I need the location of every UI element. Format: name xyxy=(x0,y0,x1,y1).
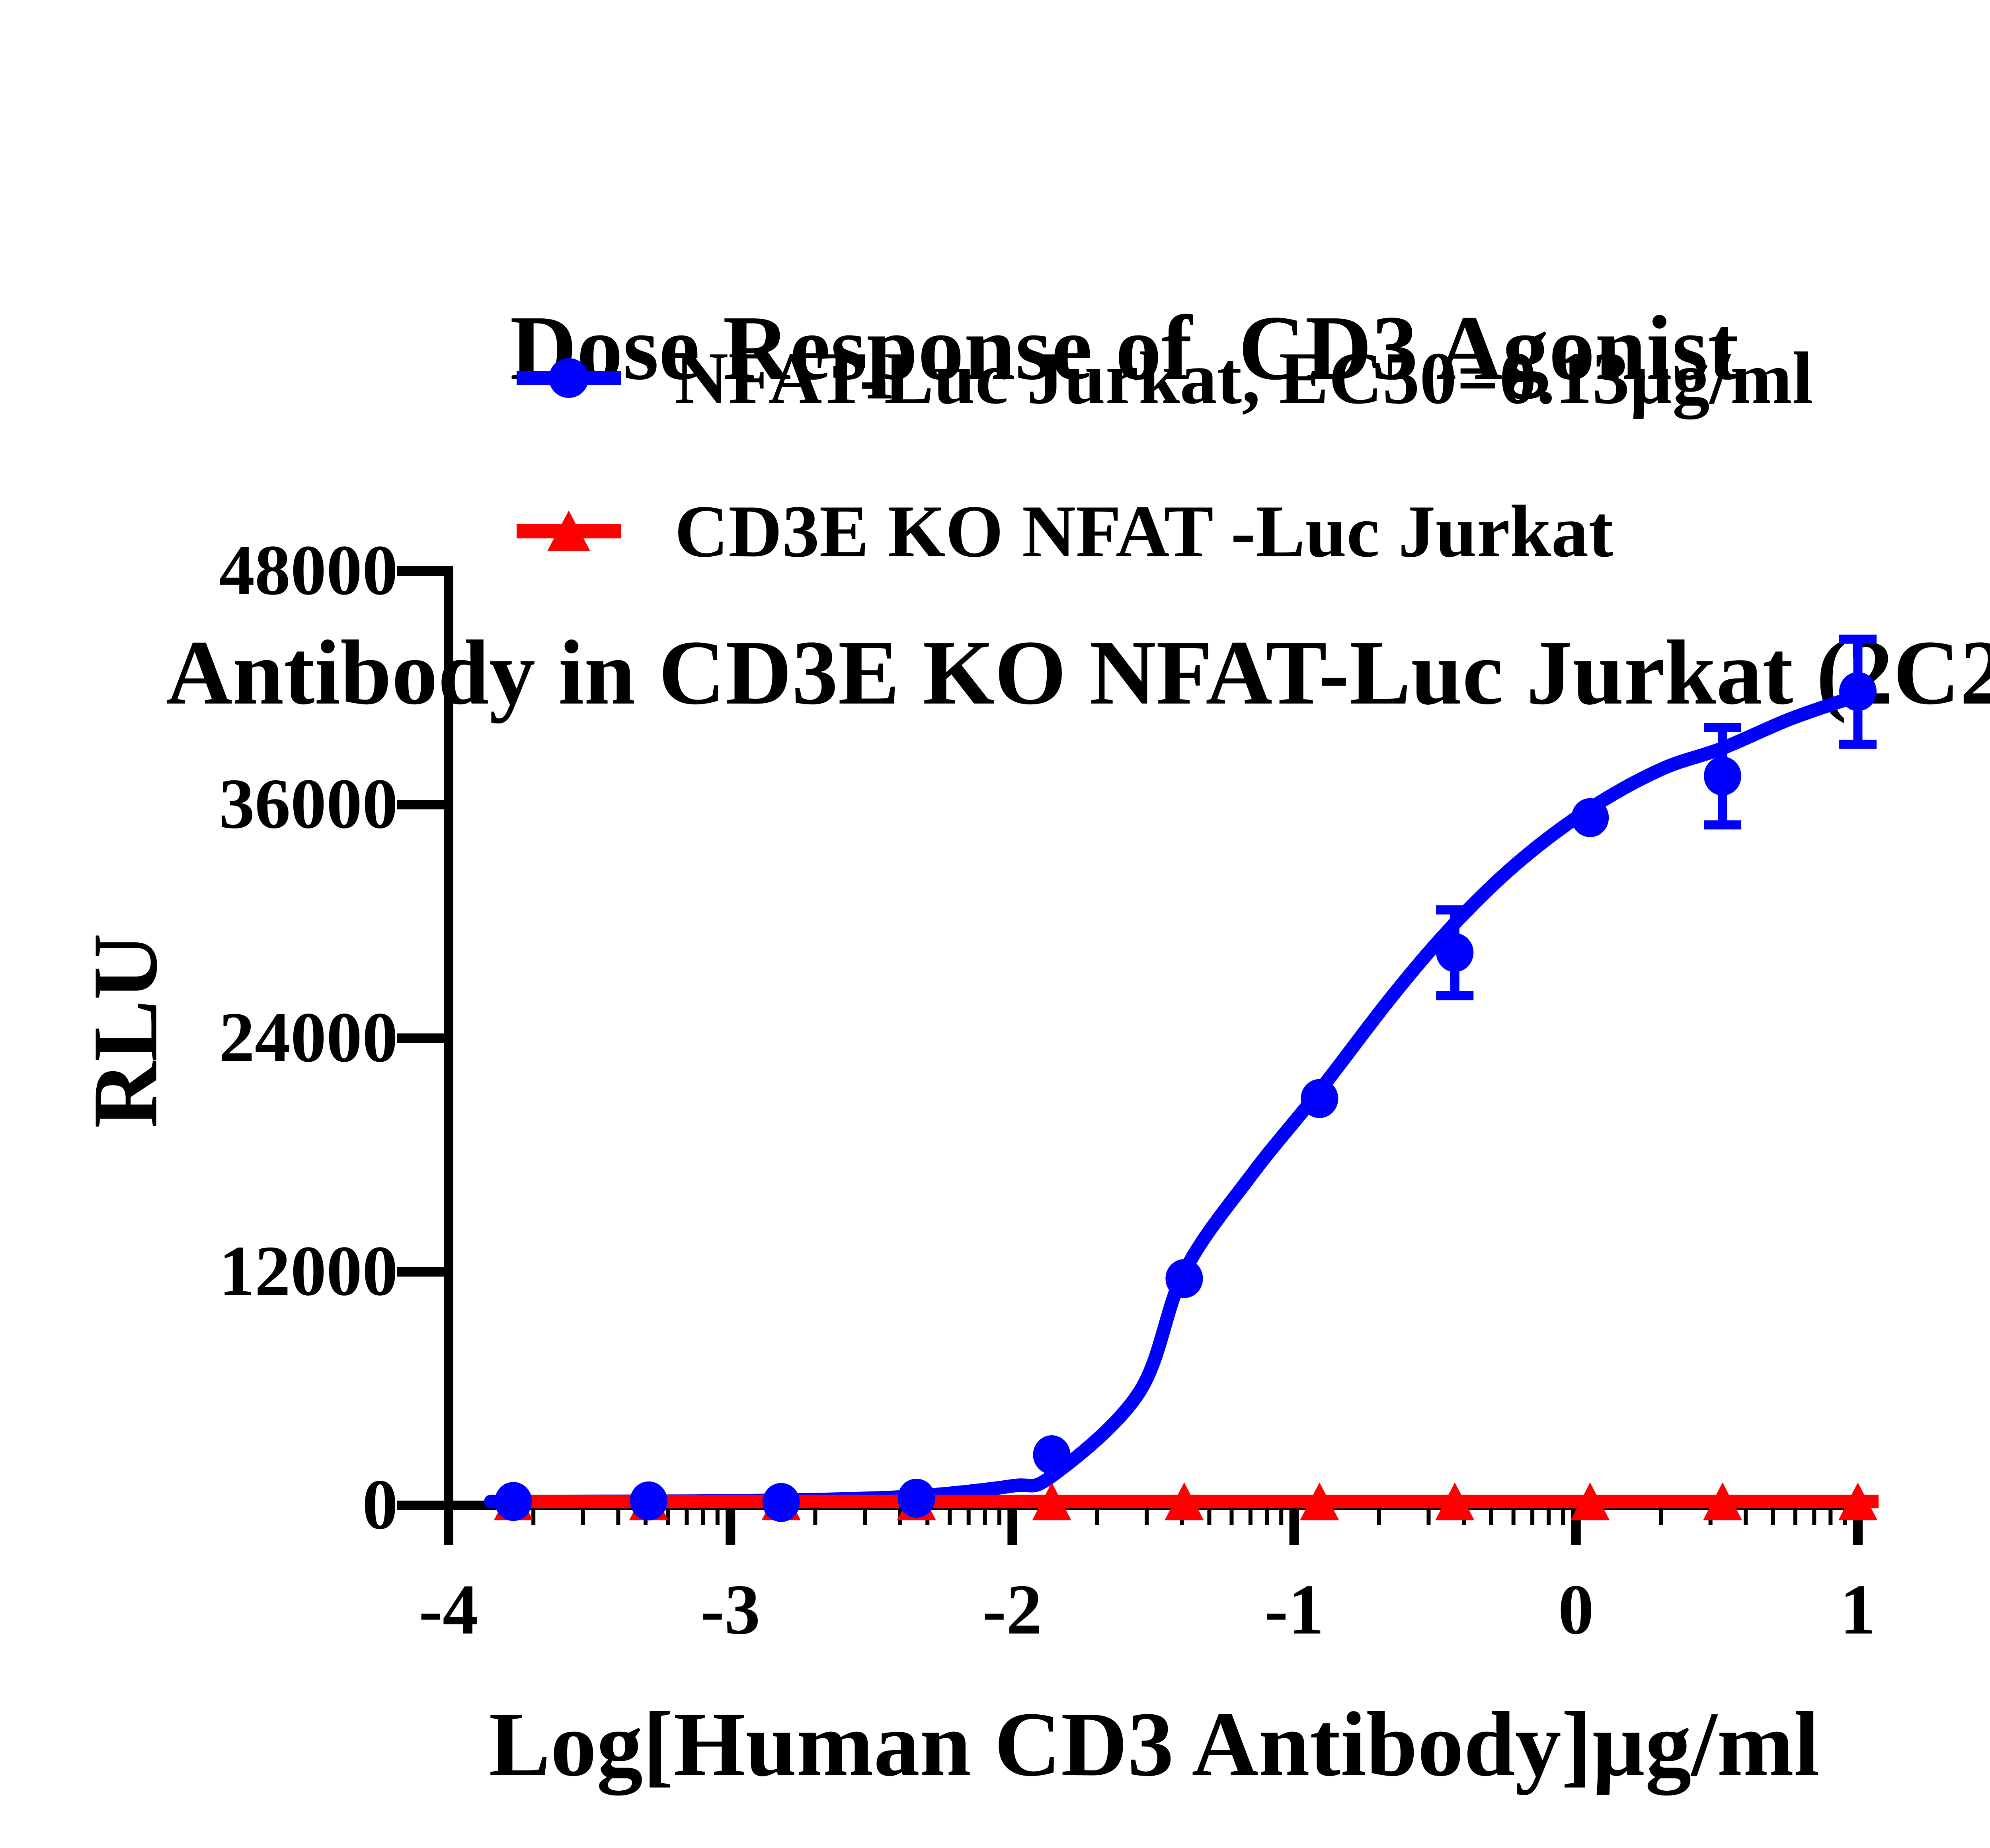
legend-marker-triangle-icon xyxy=(517,511,621,551)
data-point-circle xyxy=(1436,933,1474,972)
x-minor-tick xyxy=(1095,1510,1099,1525)
data-point-triangle xyxy=(1032,1482,1071,1521)
error-bar-cap-bottom xyxy=(1436,991,1474,1000)
y-tick xyxy=(397,566,449,576)
x-minor-tick xyxy=(1377,1510,1381,1525)
chart-title-line1: Dose Response of CD3 Agonist xyxy=(510,297,1739,399)
chart-title-line2: Antibody in CD3E KO NFAT-Luc Jurkat (2C2… xyxy=(166,622,1990,724)
x-minor-tick xyxy=(1426,1510,1431,1525)
x-minor-tick xyxy=(966,1510,971,1525)
y-tick-label: 48000 xyxy=(219,530,398,610)
y-tick-label: 24000 xyxy=(219,998,398,1077)
x-minor-tick xyxy=(1511,1510,1516,1525)
x-minor-tick xyxy=(1145,1510,1149,1525)
x-minor-tick xyxy=(1207,1510,1212,1525)
y-tick xyxy=(397,1033,449,1043)
data-point-circle xyxy=(1165,1259,1203,1298)
data-point-triangle xyxy=(1300,1482,1339,1521)
x-minor-tick xyxy=(531,1510,536,1525)
data-point-triangle xyxy=(1571,1482,1610,1521)
y-tick xyxy=(397,1501,449,1510)
x-minor-tick xyxy=(1489,1510,1493,1525)
y-tick-label: 0 xyxy=(362,1465,398,1544)
data-point-circle xyxy=(762,1483,800,1522)
x-minor-tick xyxy=(685,1510,689,1525)
x-minor-tick xyxy=(1793,1510,1797,1525)
y-tick-label: 36000 xyxy=(219,764,398,843)
data-point-triangle xyxy=(1165,1482,1204,1521)
x-tick-label: -2 xyxy=(982,1570,1042,1649)
x-minor-tick xyxy=(715,1510,720,1525)
x-tick-label: 0 xyxy=(1558,1570,1594,1649)
x-minor-tick xyxy=(1658,1510,1663,1525)
x-minor-tick xyxy=(1744,1510,1748,1525)
x-tick-label: -3 xyxy=(700,1570,761,1649)
error-bar-cap-top xyxy=(1839,634,1877,644)
data-point-triangle xyxy=(1703,1482,1742,1521)
data-point-circle xyxy=(630,1481,667,1521)
y-tick xyxy=(397,1267,449,1277)
legend-label-cd3e-ko-nfat-luc-jurkat: CD3E KO NFAT -Luc Jurkat xyxy=(675,490,1613,573)
x-minor-tick xyxy=(1229,1510,1234,1525)
x-tick xyxy=(1289,1510,1299,1545)
x-minor-tick xyxy=(1530,1510,1535,1525)
data-point-triangle xyxy=(1435,1482,1475,1521)
data-point-circle xyxy=(1033,1435,1071,1474)
legend-item-cd3e-ko-nfat-luc-jurkat: CD3E KO NFAT -Luc Jurkat xyxy=(517,490,1613,573)
error-bar-cap-top xyxy=(1704,723,1742,732)
x-tick-label: -1 xyxy=(1264,1570,1324,1649)
x-minor-tick xyxy=(581,1510,585,1525)
fit-curve-blue xyxy=(484,689,1865,1509)
data-point-circle xyxy=(494,1482,532,1521)
x-minor-tick xyxy=(813,1510,817,1525)
data-point-circle xyxy=(1571,798,1609,837)
data-point-circle xyxy=(1839,672,1877,711)
legend-label-nfat-luc-jurkat: NFAT-Luc Jurkat, EC50=0.13µg/ml xyxy=(675,337,1813,419)
y-tick xyxy=(397,800,449,809)
x-tick-label: -4 xyxy=(419,1570,478,1649)
x-tick-label: 1 xyxy=(1840,1570,1876,1649)
x-minor-tick xyxy=(701,1510,705,1525)
legend-item-nfat-luc-jurkat: NFAT-Luc Jurkat, EC50=0.13µg/ml xyxy=(517,337,1813,419)
error-bar-cap-top xyxy=(1436,905,1474,915)
chart-title: Dose Response of CD3 Agonist Antibody in… xyxy=(34,78,1990,835)
x-tick xyxy=(726,1510,736,1545)
data-point-triangle xyxy=(1838,1482,1877,1521)
x-minor-tick xyxy=(863,1510,867,1525)
x-minor-tick xyxy=(1828,1510,1833,1525)
x-minor-tick xyxy=(1248,1510,1253,1525)
x-minor-tick xyxy=(666,1510,670,1525)
x-tick xyxy=(1007,1510,1017,1545)
error-bar-cap-bottom xyxy=(1839,739,1877,749)
x-minor-tick xyxy=(1561,1510,1565,1525)
data-point-circle xyxy=(1704,756,1742,796)
y-tick-label: 12000 xyxy=(219,1231,398,1310)
x-minor-tick xyxy=(948,1510,952,1525)
error-bar-cap-bottom xyxy=(1704,820,1742,830)
x-minor-tick xyxy=(1279,1510,1284,1525)
data-point-circle xyxy=(1301,1079,1338,1118)
x-minor-tick xyxy=(997,1510,1001,1525)
x-minor-tick xyxy=(1264,1510,1269,1525)
x-minor-tick xyxy=(616,1510,620,1525)
x-tick xyxy=(444,1510,453,1545)
legend-marker-circle-icon xyxy=(517,358,621,398)
x-axis-title: Log[Human CD3 Antibody]µg/ml xyxy=(489,1693,1820,1795)
x-minor-tick xyxy=(983,1510,987,1525)
data-point-circle xyxy=(897,1478,935,1518)
x-minor-tick xyxy=(1547,1510,1551,1525)
x-minor-tick xyxy=(1812,1510,1816,1525)
x-minor-tick xyxy=(1771,1510,1775,1525)
